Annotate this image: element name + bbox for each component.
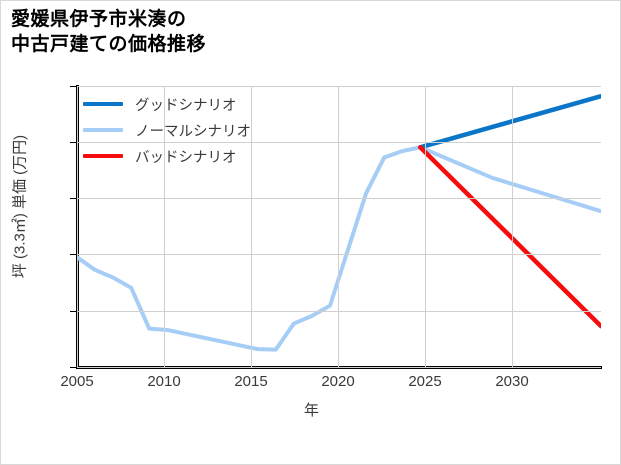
line-good-scenario [418, 93, 601, 150]
gridline-y-48 [77, 142, 601, 143]
line-normal-scenario [77, 145, 601, 352]
y-tick-mark-40 [70, 367, 76, 368]
legend-swatch-normal [83, 128, 123, 132]
legend-swatch-good [83, 102, 123, 106]
chart-title: 愛媛県伊予市米湊の 中古戸建ての価格推移 [11, 9, 207, 55]
gridline-x-2020 [338, 86, 339, 367]
legend-item-bad[interactable]: バッドシナリオ [83, 143, 313, 169]
x-tick-label-2010: 2010 [147, 373, 181, 390]
line-bad-scenario [418, 145, 601, 329]
x-tick-label-2015: 2015 [234, 373, 268, 390]
chart-legend: グッドシナリオ ノーマルシナリオ バッドシナリオ [83, 91, 313, 169]
gridline-y-40 [77, 367, 601, 368]
gridline-x-2015 [251, 86, 252, 367]
x-tick-label-2005: 2005 [60, 373, 94, 390]
legend-swatch-bad [83, 154, 123, 158]
gridline-x-2010 [164, 86, 165, 367]
legend-label-bad: バッドシナリオ [135, 149, 237, 166]
y-tick-mark-44 [70, 254, 76, 255]
legend-item-good[interactable]: グッドシナリオ [83, 91, 313, 117]
y-tick-mark-42 [70, 311, 76, 312]
legend-item-normal[interactable]: ノーマルシナリオ [83, 117, 313, 143]
gridline-x-2025 [425, 86, 426, 367]
gridline-y-44 [77, 254, 601, 255]
x-axis-label: 年 [303, 402, 319, 419]
y-axis-label: 坪 (3.3㎡) 単価 (万円) [11, 134, 29, 279]
gridline-x-2030 [512, 86, 513, 367]
gridline-y-50 [77, 86, 601, 87]
gridline-x-2005 [77, 86, 78, 367]
x-tick-label-2020: 2020 [321, 373, 355, 390]
gridline-y-42 [77, 311, 601, 312]
y-tick-mark-50 [70, 86, 76, 87]
gridline-y-46 [77, 198, 601, 199]
x-tick-label-2030: 2030 [495, 373, 529, 390]
plot-area [77, 86, 601, 368]
data-lines [77, 93, 601, 352]
legend-label-normal: ノーマルシナリオ [135, 123, 251, 140]
y-tick-mark-48 [70, 142, 76, 143]
x-tick-label-2025: 2025 [408, 373, 442, 390]
y-tick-mark-46 [70, 198, 76, 199]
legend-label-good: グッドシナリオ [135, 97, 237, 114]
